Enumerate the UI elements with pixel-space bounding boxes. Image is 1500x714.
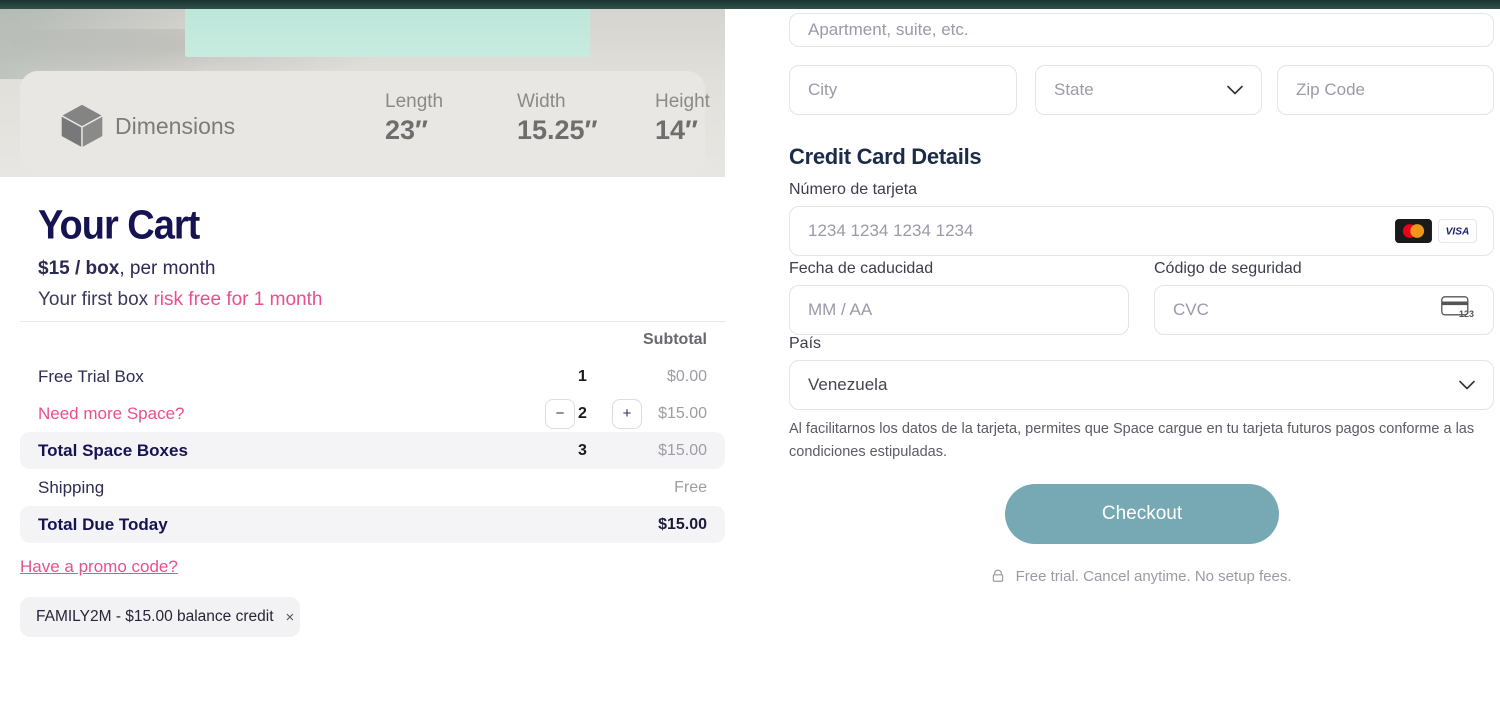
svg-text:VISA: VISA: [1446, 227, 1470, 238]
svg-text:123: 123: [1459, 309, 1474, 319]
